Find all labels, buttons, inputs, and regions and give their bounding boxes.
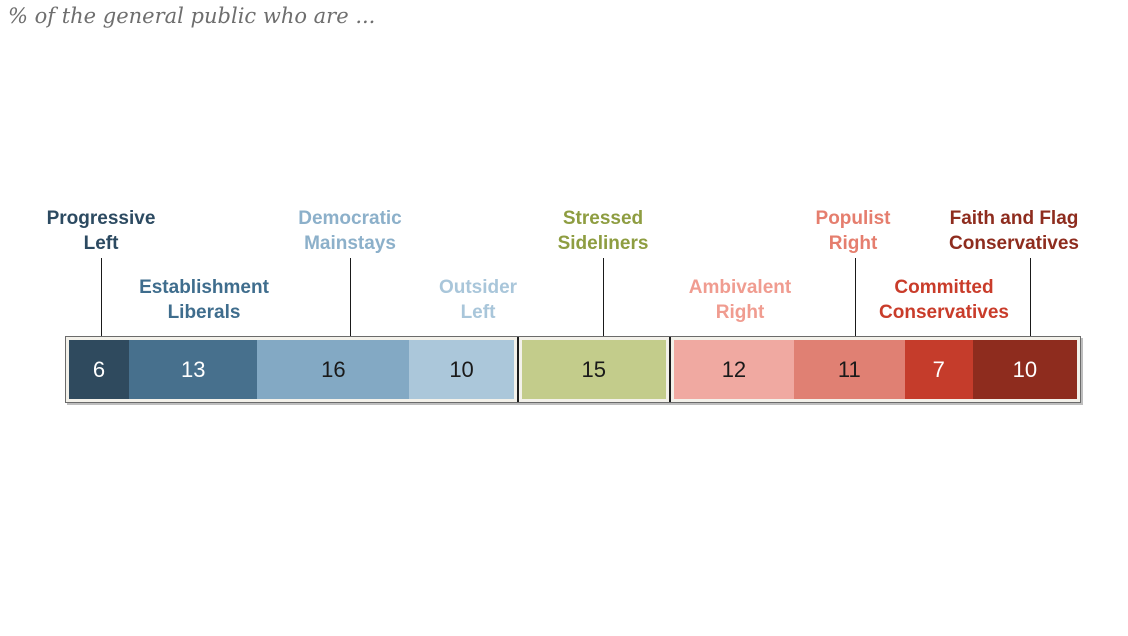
segment-value: 12 [721, 356, 747, 382]
segment-populist-right: 11 [794, 340, 905, 399]
connector-line-faith-flag-conservatives [1030, 258, 1031, 341]
chart-title: % of the general public who are ... [8, 4, 376, 28]
label-stressed-sideliners: Stressed Sideliners [557, 208, 649, 254]
segment-value: 15 [581, 356, 606, 382]
segment-democratic-mainstays: 16 [257, 340, 410, 399]
bar-group-democratic: 6 13 16 10 [69, 340, 514, 399]
stacked-bar: 6 13 16 10 15 12 11 7 10 [65, 336, 1081, 403]
bar-group-sideliners: 15 [521, 340, 666, 399]
connector-line-democratic-mainstays [350, 258, 351, 341]
segment-faith-flag-conservatives: 10 [972, 340, 1077, 399]
connector-line-populist-right [855, 258, 856, 341]
label-populist-right: Populist Right [815, 208, 891, 254]
segment-stressed-sideliners: 15 [521, 340, 666, 399]
segment-value: 6 [92, 356, 106, 382]
segment-committed-conservatives: 7 [904, 340, 973, 399]
label-outsider-left: Outsider Left [438, 277, 518, 323]
segment-outsider-left: 10 [409, 340, 514, 399]
segment-establishment-liberals: 13 [129, 340, 258, 399]
segment-progressive-left: 6 [69, 340, 130, 399]
group-divider-left [516, 337, 519, 402]
label-establishment-liberals: Establishment Liberals [139, 277, 269, 323]
label-ambivalent-right: Ambivalent Right [688, 277, 792, 323]
segment-value: 13 [180, 356, 206, 382]
segment-value: 10 [1012, 356, 1038, 382]
connector-line-progressive-left [101, 258, 102, 341]
label-committed-conservatives: Committed Conservatives [879, 277, 1009, 323]
segment-ambivalent-right: 12 [673, 340, 795, 399]
segment-value: 10 [449, 356, 474, 382]
group-divider-right [668, 337, 671, 402]
segment-value: 7 [932, 356, 945, 382]
segment-value: 11 [837, 356, 861, 382]
bar-group-republican: 12 11 7 10 [673, 340, 1077, 399]
label-democratic-mainstays: Democratic Mainstays [298, 208, 402, 254]
label-progressive-left: Progressive Left [46, 208, 156, 254]
connector-line-stressed-sideliners [603, 258, 604, 341]
label-faith-flag-conservatives: Faith and Flag Conservatives [949, 208, 1079, 254]
segment-value: 16 [321, 356, 346, 382]
